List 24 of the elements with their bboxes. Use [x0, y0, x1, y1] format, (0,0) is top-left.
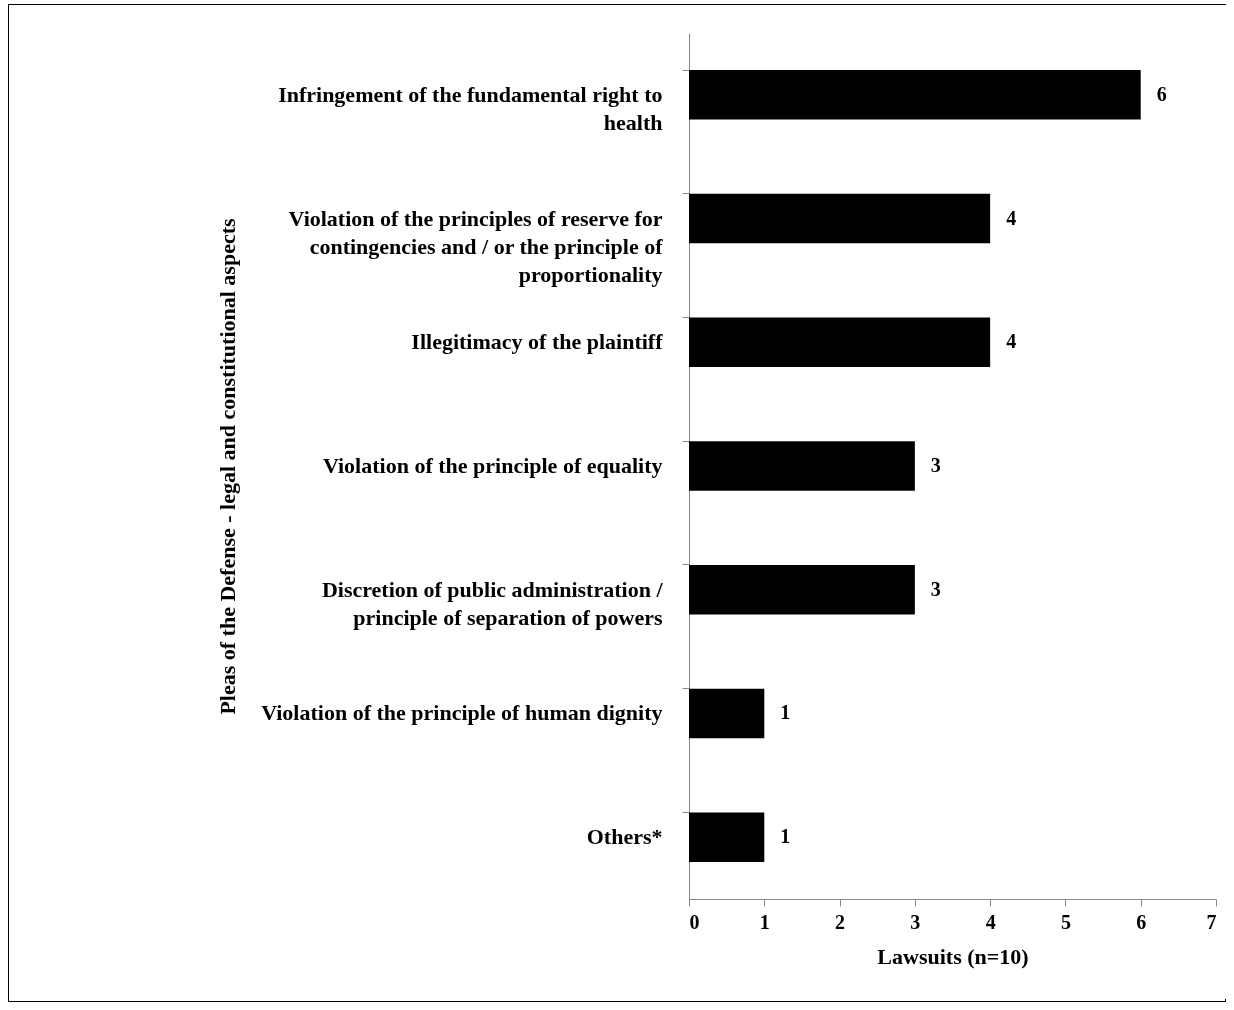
y-tick-label: Illegitimacy of the plaintiff: [411, 329, 664, 355]
data-label: 4: [1006, 206, 1017, 229]
data-label: 4: [1006, 330, 1017, 353]
data-label: 1: [780, 701, 791, 724]
y-tick-label: Violation of the principle of equality: [322, 453, 663, 478]
x-tick-label: 0: [689, 910, 700, 933]
y-tick-label: Infringement of the fundamental right to health: [278, 81, 663, 135]
data-label: 6: [1156, 82, 1167, 105]
data-label: 3: [930, 577, 941, 600]
x-tick-label: 3: [910, 910, 921, 933]
x-tick-label: 6: [1136, 910, 1147, 933]
y-tick-label: Violation of the principles of reserve for contingencies and / or the principle of proportionality: [288, 205, 664, 287]
x-tick-label: 4: [985, 910, 996, 933]
x-tick-label: 5: [1060, 910, 1071, 933]
data-label: 3: [930, 454, 941, 476]
y-tick-label: Violation of the principle of human dignity: [261, 700, 663, 726]
y-tick-label: Discretion of public administration / principle of separation of powers: [321, 576, 664, 630]
x-tick-label: 1: [759, 910, 770, 933]
data-label: 1: [780, 825, 791, 848]
y-axis-title: Pleas of the Defense - legal and constitutional aspects: [214, 217, 240, 715]
x-tick-label: 7: [1206, 910, 1217, 933]
x-tick-label: 2: [835, 910, 846, 933]
x-axis-title: Lawsuits (n=10): [877, 943, 1029, 969]
y-tick-label: Others*: [586, 824, 663, 850]
